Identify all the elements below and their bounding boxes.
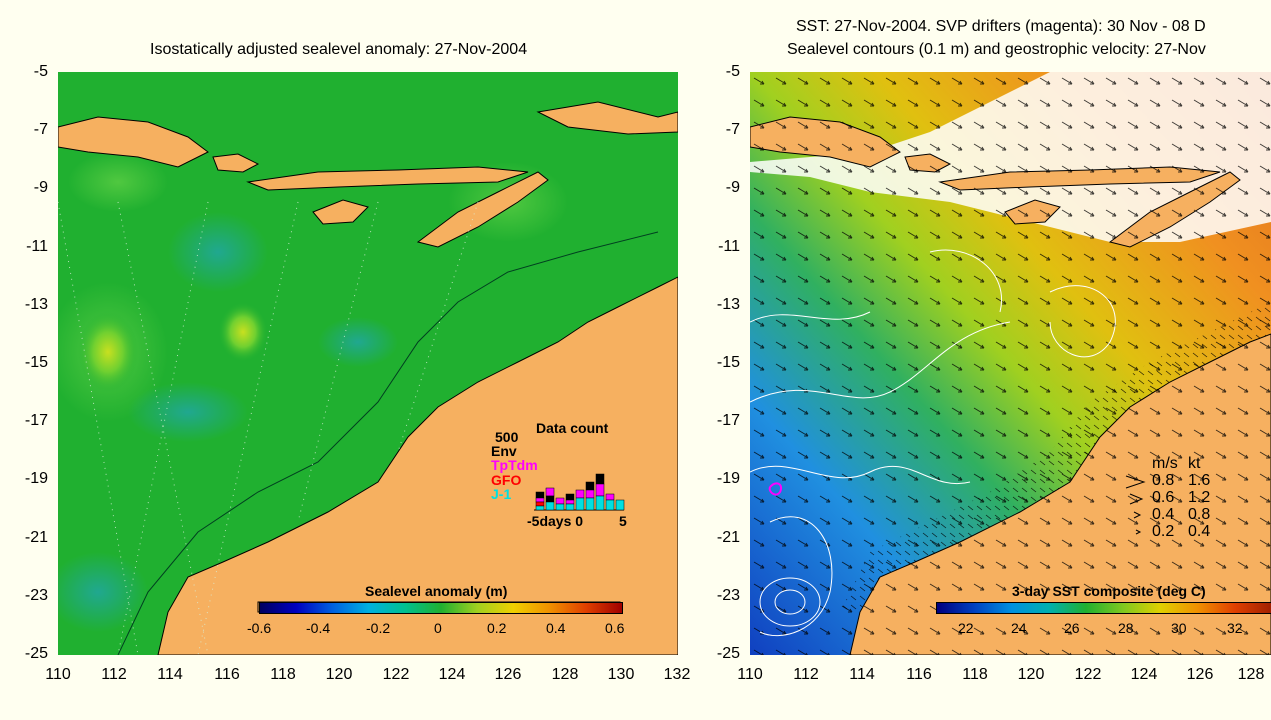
left-y-tick-1: -7 [33,121,48,138]
right-y-tick-0: -5 [725,63,740,80]
legend-env: Env [491,443,517,459]
left-x-tick-0: 110 [45,666,71,683]
sst-colorbar-label-4: 30 [1171,620,1187,636]
sealevel-anomaly-map [58,72,678,655]
right-y-tick-7: -19 [716,470,740,487]
sst-colorbar [936,602,1271,614]
velocity-legend-kt-2: 0.8 [1188,506,1211,523]
velocity-legend-header-ms: m/s [1152,455,1178,472]
velocity-legend-ms-2: 0.4 [1152,506,1175,523]
left-map-title: Isostatically adjusted sealevel anomaly:… [150,41,528,58]
velocity-legend-ms-3: 0.2 [1152,523,1175,540]
java-island [58,116,209,168]
sumba-island [312,199,369,225]
right-y-tick-1: -7 [725,121,740,138]
sst-colorbar-label-2: 26 [1064,620,1080,636]
legend-tptdm: TpTdm [491,457,538,473]
right-map-title-line1: SST: 27-Nov-2004. SVP drifters (magenta)… [796,18,1206,35]
velocity-legend-ms-1: 0.6 [1152,489,1175,506]
left-x-tick-3: 116 [214,666,240,683]
sst-colorbar-label-3: 28 [1118,620,1134,636]
sst-colorbar-label-1: 24 [1011,620,1027,636]
bali-lombok [212,153,260,173]
left-x-tick-11: 132 [663,666,691,683]
right-y-tick-6: -17 [716,412,740,429]
sealevel-colorbar-label-5: 0.4 [546,620,566,636]
left-x-tick-7: 124 [438,666,466,683]
data-count-histogram [534,473,625,511]
right-x-tick-2: 114 [849,666,875,683]
left-y-tick-3: -11 [26,238,48,255]
data-count-x-label: -5days 0 [527,513,584,529]
right-x-tick-9: 128 [1237,666,1265,683]
right-y-tick-9: -23 [716,587,740,604]
left-x-tick-6: 122 [382,666,410,683]
left-y-tick-2: -9 [33,179,48,196]
data-count-x-end: 5 [619,513,627,529]
right-y-tick-5: -15 [716,354,740,371]
right-x-tick-7: 124 [1130,666,1158,683]
svp-drifter-track [768,482,782,496]
right-x-tick-5: 120 [1017,666,1045,683]
sealevel-colorbar-label-1: -0.4 [306,620,331,636]
right-y-tick-3: -11 [718,238,740,255]
sst-colorbar-label-5: 32 [1227,620,1243,636]
sst-velocity-map [750,72,1271,655]
right-y-tick-8: -21 [716,529,740,546]
left-y-tick-10: -25 [24,645,48,662]
sealevel-colorbar-label-4: 0.2 [487,620,507,636]
right-x-tick-3: 116 [906,666,932,683]
left-y-tick-7: -19 [24,470,48,487]
velocity-legend-kt-1: 1.2 [1188,489,1211,506]
right-x-tick-1: 112 [793,666,819,683]
left-y-tick-0: -5 [33,63,48,80]
left-y-tick-4: -13 [24,296,48,313]
australia-land [157,276,678,655]
left-y-tick-9: -23 [24,587,48,604]
sst-colorbar-label-0: 22 [958,620,974,636]
left-x-tick-5: 120 [325,666,353,683]
left-x-tick-4: 118 [270,666,296,683]
left-x-tick-10: 130 [607,666,635,683]
velocity-legend-kt-0: 1.6 [1188,472,1211,489]
velocity-legend-kt-3: 0.4 [1188,523,1211,540]
left-x-tick-2: 114 [157,666,183,683]
right-map-title-line2: Sealevel contours (0.1 m) and geostrophi… [787,41,1206,58]
right-y-tick-4: -13 [716,296,740,313]
velocity-legend-ms-0: 0.8 [1152,472,1175,489]
left-x-tick-9: 128 [551,666,579,683]
north-islands [536,101,678,135]
sumbawa-flores [246,166,529,191]
left-y-tick-5: -15 [24,354,48,371]
data-count-max: 500 [495,429,519,445]
left-y-tick-8: -21 [24,529,48,546]
sealevel-colorbar-label-0: -0.6 [247,620,272,636]
right-x-tick-8: 126 [1186,666,1214,683]
data-count-title: Data count [536,420,609,436]
sealevel-colorbar-label-6: 0.6 [605,620,625,636]
velocity-legend-arrows [1125,475,1146,535]
right-y-tick-10: -25 [716,645,740,662]
sealevel-colorbar-label-3: 0 [434,620,442,636]
sst-colorbar-title: 3-day SST composite (deg C) [1012,583,1206,599]
left-x-tick-1: 112 [101,666,127,683]
sealevel-colorbar-label-2: -0.2 [366,620,391,636]
right-x-tick-4: 118 [962,666,988,683]
right-x-tick-0: 110 [737,666,763,683]
left-y-tick-6: -17 [24,412,48,429]
right-y-tick-2: -9 [725,179,740,196]
timor-island [416,171,549,248]
velocity-legend-header-kt: kt [1188,455,1201,472]
legend-gfo: GFO [491,472,522,488]
sealevel-colorbar-title: Sealevel anomaly (m) [365,583,508,599]
legend-j1: J-1 [491,486,512,502]
sealevel-colorbar [259,602,623,614]
left-x-tick-8: 126 [494,666,522,683]
right-x-tick-6: 122 [1074,666,1102,683]
